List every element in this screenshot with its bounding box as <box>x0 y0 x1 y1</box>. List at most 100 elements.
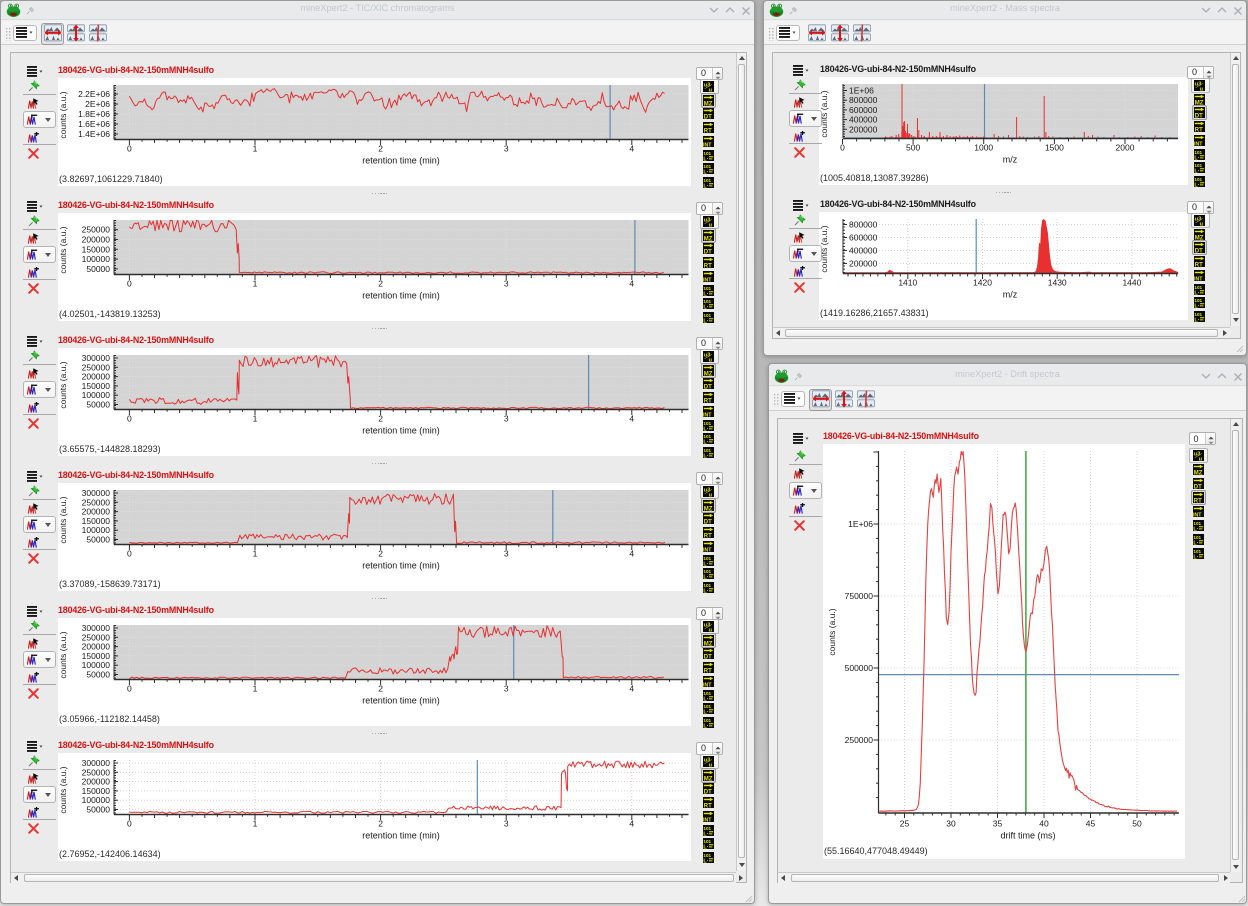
svg-text:1: 1 <box>253 414 258 424</box>
svg-text:u3: u3 <box>704 218 711 224</box>
svg-text:800000: 800000 <box>849 220 878 230</box>
svg-text:1: 1 <box>253 819 258 829</box>
svg-text:L·: L· <box>703 426 708 430</box>
svg-text:u: u <box>709 627 713 632</box>
svg-text:101: 101 <box>1194 312 1202 317</box>
svg-text:counts (a.u.): counts (a.u.) <box>58 631 68 678</box>
svg-text:DT: DT <box>704 790 712 795</box>
svg-text:counts (a.u.): counts (a.u.) <box>58 496 68 543</box>
svg-text:RT: RT <box>704 533 712 538</box>
svg-text:101: 101 <box>703 704 711 709</box>
svg-text:100000: 100000 <box>82 525 111 535</box>
svg-text:1: 1 <box>253 684 258 694</box>
svg-text:0: 0 <box>127 549 132 559</box>
svg-text:counts (a.u.): counts (a.u.) <box>819 90 829 137</box>
svg-text:retention time (min): retention time (min) <box>362 696 440 706</box>
svg-text:50000: 50000 <box>86 805 110 815</box>
svg-text:2: 2 <box>378 144 383 154</box>
svg-text:600000: 600000 <box>849 105 878 115</box>
svg-text:101: 101 <box>703 853 711 858</box>
svg-text:counts (a.u.): counts (a.u.) <box>58 226 68 273</box>
svg-text:1000: 1000 <box>974 143 993 153</box>
svg-text:50000: 50000 <box>86 400 110 410</box>
svg-text:L·: L· <box>703 561 708 565</box>
svg-text:L·: L· <box>703 831 708 835</box>
svg-text:INT: INT <box>703 142 712 147</box>
svg-text:INT: INT <box>703 412 712 417</box>
svg-text:101: 101 <box>703 718 711 723</box>
svg-text:101: 101 <box>1193 535 1201 540</box>
svg-text:u3: u3 <box>704 488 711 494</box>
svg-text:L·: L· <box>1194 155 1199 159</box>
svg-text:0: 0 <box>127 144 132 154</box>
svg-text:3: 3 <box>504 684 509 694</box>
svg-text:101: 101 <box>1193 549 1201 554</box>
svg-text:101: 101 <box>1193 521 1201 526</box>
svg-text:150000: 150000 <box>82 516 111 526</box>
svg-text:101: 101 <box>1194 177 1202 182</box>
svg-text:1440: 1440 <box>1122 278 1141 288</box>
svg-text:L·: L· <box>703 723 708 727</box>
svg-text:1410: 1410 <box>898 278 917 288</box>
svg-text:retention time (min): retention time (min) <box>362 291 440 301</box>
svg-text:L·: L· <box>703 588 708 592</box>
svg-text:counts (a.u.): counts (a.u.) <box>58 361 68 408</box>
svg-text:L·: L· <box>1194 182 1199 186</box>
svg-text:0: 0 <box>127 819 132 829</box>
svg-text:L·: L· <box>1194 317 1199 321</box>
svg-text:2: 2 <box>378 279 383 289</box>
svg-text:L·: L· <box>1193 527 1198 531</box>
svg-text:3: 3 <box>504 549 509 559</box>
svg-text:L·: L· <box>703 305 708 309</box>
svg-text:INT: INT <box>703 547 712 552</box>
svg-text:101: 101 <box>703 286 711 291</box>
svg-text:DT: DT <box>1195 249 1203 254</box>
svg-text:100000: 100000 <box>82 660 111 670</box>
svg-text:MZ: MZ <box>704 776 713 781</box>
svg-text:3: 3 <box>504 819 509 829</box>
svg-text:101: 101 <box>703 569 711 574</box>
svg-text:200000: 200000 <box>82 372 111 382</box>
svg-text:u3: u3 <box>704 758 711 764</box>
svg-text:0: 0 <box>127 279 132 289</box>
svg-text:MZ: MZ <box>1193 470 1202 475</box>
svg-text:1E+06: 1E+06 <box>849 86 874 96</box>
svg-text:u: u <box>709 357 713 362</box>
svg-text:DT: DT <box>1195 114 1203 119</box>
svg-text:300000: 300000 <box>82 488 111 498</box>
svg-text:L·: L· <box>1193 541 1198 545</box>
svg-text:50: 50 <box>1132 819 1142 829</box>
svg-text:MZ: MZ <box>704 641 713 646</box>
svg-text:L·: L· <box>703 696 708 700</box>
svg-text:L·: L· <box>1194 304 1199 308</box>
svg-text:101: 101 <box>703 313 711 318</box>
svg-text:500000: 500000 <box>845 663 874 673</box>
svg-text:750000: 750000 <box>845 591 874 601</box>
svg-text:50000: 50000 <box>86 264 110 274</box>
svg-text:INT: INT <box>703 277 712 282</box>
svg-text:counts (a.u.): counts (a.u.) <box>58 91 68 138</box>
svg-text:1.4E+06: 1.4E+06 <box>78 129 110 139</box>
svg-text:L·: L· <box>703 170 708 174</box>
svg-text:INT: INT <box>1193 512 1202 517</box>
svg-text:INT: INT <box>1194 141 1203 146</box>
svg-text:1: 1 <box>253 279 258 289</box>
svg-text:150000: 150000 <box>82 786 111 796</box>
svg-text:MZ: MZ <box>704 371 713 376</box>
svg-text:50000: 50000 <box>86 535 110 545</box>
svg-text:u: u <box>709 762 713 767</box>
svg-text:MZ: MZ <box>1195 100 1204 105</box>
svg-text:101: 101 <box>703 826 711 831</box>
svg-text:L·: L· <box>1194 290 1199 294</box>
svg-text:250000: 250000 <box>82 632 111 642</box>
svg-text:200000: 200000 <box>82 777 111 787</box>
svg-text:25: 25 <box>900 819 910 829</box>
svg-text:101: 101 <box>1194 298 1202 303</box>
svg-text:1430: 1430 <box>1048 278 1067 288</box>
svg-text:DT: DT <box>704 115 712 120</box>
svg-text:retention time (min): retention time (min) <box>362 831 440 841</box>
svg-text:MZ: MZ <box>704 101 713 106</box>
svg-text:250000: 250000 <box>845 735 874 745</box>
svg-text:RT: RT <box>704 263 712 268</box>
svg-text:400000: 400000 <box>849 246 878 256</box>
